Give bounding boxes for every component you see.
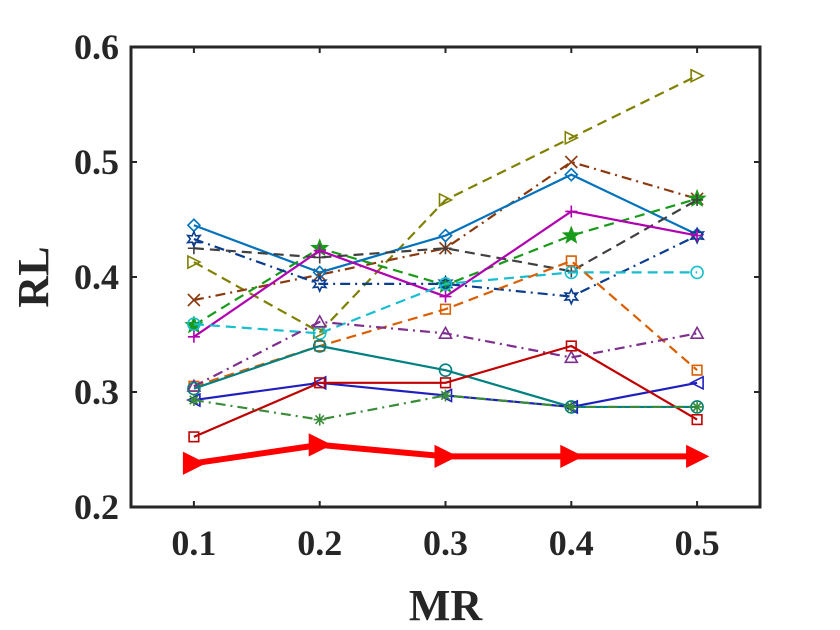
- data-point: [565, 255, 577, 267]
- data-point: [691, 229, 704, 242]
- data-point: [311, 274, 328, 294]
- y-tick-label: 0.5: [74, 142, 119, 182]
- data-point: [565, 400, 578, 413]
- data-point: [186, 378, 202, 392]
- tick-layer: 0.1 0.2 0.3 0.4 0.5 0.2 0.3 0.4 0.5 0.6: [74, 27, 760, 563]
- data-point: [563, 349, 579, 364]
- series-line: [193, 198, 698, 273]
- data-point: [185, 229, 202, 249]
- x-tick-label: 0.2: [297, 523, 342, 563]
- data-point: [439, 242, 452, 255]
- y-tick-label: 0.3: [74, 372, 119, 412]
- data-point: [438, 363, 453, 377]
- data-point: [438, 228, 453, 243]
- series-line: [193, 234, 698, 298]
- data-point: [314, 377, 326, 389]
- data-point: [187, 330, 200, 343]
- series-line: [193, 394, 698, 421]
- data-point: [689, 375, 704, 391]
- x-tick-label: 0.3: [423, 523, 468, 563]
- data-point: [686, 444, 710, 469]
- data-point: [691, 413, 703, 426]
- data-point: [564, 155, 578, 169]
- data-point: [691, 400, 704, 413]
- data-point: [565, 205, 578, 218]
- series-line: [193, 320, 698, 388]
- y-axis-label: RL: [9, 246, 58, 307]
- series-series-11: [187, 339, 704, 414]
- data-point: [308, 433, 332, 457]
- data-point: [439, 290, 452, 303]
- data-point: [439, 377, 452, 389]
- series-series-14: [187, 389, 704, 426]
- series-series-1: [187, 68, 705, 340]
- series-series-6: [185, 226, 706, 306]
- data-point: [182, 451, 207, 475]
- data-point: [312, 314, 328, 328]
- data-point: [438, 277, 453, 291]
- data-point: [312, 339, 327, 353]
- data-point: [689, 226, 706, 245]
- data-point: [188, 431, 200, 443]
- data-point: [689, 325, 705, 339]
- data-point: [313, 244, 326, 257]
- data-point: [565, 340, 577, 352]
- data-point: [563, 287, 580, 306]
- y-tick-label: 0.6: [74, 27, 119, 67]
- series-series-10: [186, 314, 705, 392]
- data-point: [187, 317, 201, 331]
- series-line: [193, 74, 698, 334]
- data-point: [564, 130, 580, 146]
- series-line: [193, 344, 698, 438]
- series-series-3: [186, 167, 705, 280]
- x-tick-label: 0.5: [675, 523, 720, 563]
- data-point: [187, 394, 200, 407]
- series-layer: [182, 68, 710, 475]
- series-series-5: [187, 193, 704, 278]
- data-point: [561, 225, 581, 244]
- data-point: [187, 293, 201, 307]
- data-point: [691, 364, 703, 376]
- x-tick-label: 0.1: [171, 523, 216, 563]
- data-point: [187, 254, 202, 270]
- data-point: [560, 444, 584, 469]
- series-series-13: [188, 340, 703, 443]
- series-series-15: [182, 433, 710, 475]
- series-series-7: [187, 205, 704, 343]
- data-point: [438, 192, 454, 208]
- series-line: [193, 271, 698, 335]
- data-point: [439, 303, 452, 315]
- data-point: [690, 68, 705, 84]
- data-point: [438, 325, 453, 339]
- series-line: [193, 197, 698, 327]
- x-tick-label: 0.4: [549, 523, 594, 563]
- data-point: [690, 265, 704, 280]
- y-tick-label: 0.4: [74, 257, 119, 297]
- data-point: [187, 242, 200, 255]
- series-series-8: [187, 265, 704, 341]
- data-point: [313, 413, 326, 426]
- x-axis-label: MR: [409, 581, 484, 630]
- y-tick-label: 0.2: [74, 487, 119, 527]
- data-point: [565, 265, 578, 278]
- series-line: [193, 173, 698, 274]
- data-point: [564, 167, 579, 182]
- data-point: [691, 193, 704, 206]
- data-point: [439, 389, 452, 402]
- data-point: [434, 444, 458, 469]
